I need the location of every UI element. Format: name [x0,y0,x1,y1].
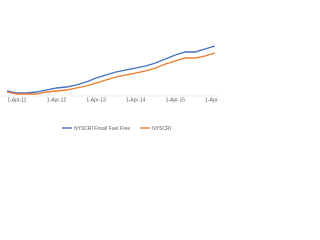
legend-label: NYSCRI [152,126,171,132]
x-tick-label: 1-Apr-16 [205,97,218,103]
x-tick-label: 1-Apr-11 [7,97,26,103]
series-line [6,52,216,95]
x-tick-label: 1-Apr-14 [126,97,146,103]
series-line [6,45,216,94]
chart: 1-Apr-11 1-Apr-12 1-Apr-13 1-Apr-14 1-Apr-15… [0,45,218,132]
x-tick-label: 1-Apr-12 [47,97,67,103]
x-tick-label: 1-Apr-13 [86,97,106,103]
legend-label: NYSCRI Fossil Fuel Free [74,126,130,132]
x-tick-label: 1-Apr-15 [166,97,186,103]
